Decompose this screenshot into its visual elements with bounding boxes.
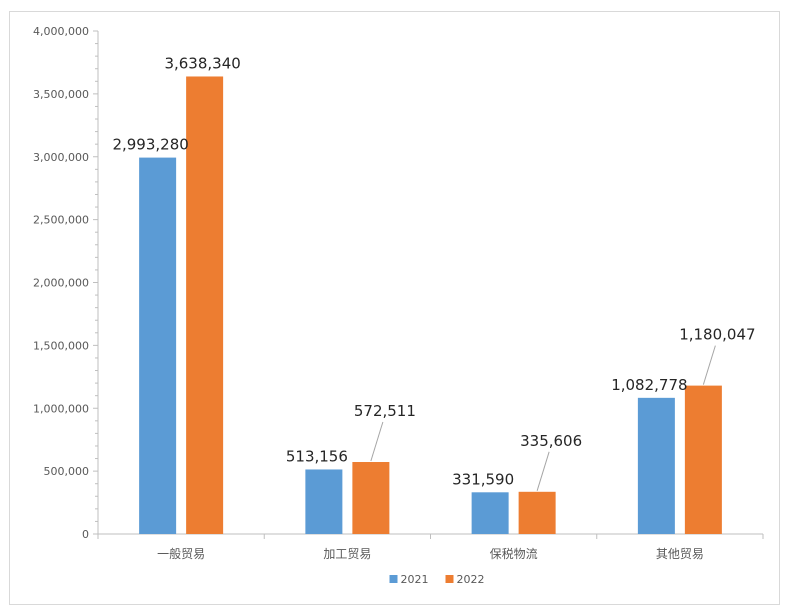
- data-label-leader: [370, 421, 384, 462]
- bar-2022[interactable]: [186, 76, 224, 534]
- bar-2021[interactable]: [305, 469, 343, 534]
- x-category-label: 加工贸易: [323, 547, 371, 561]
- data-label-2022: 335,606: [520, 432, 582, 450]
- x-category-label: 保税物流: [490, 547, 538, 561]
- data-label-2022: 572,511: [354, 402, 416, 420]
- data-label-2021: 1,082,778: [611, 376, 687, 394]
- y-tick-label: 500,000: [44, 465, 90, 478]
- y-tick-label: 3,000,000: [33, 151, 89, 164]
- data-labels: 2,993,280 3,638,340 513,156 572,511 331,590 3…: [112, 54, 756, 491]
- legend-swatch-2021: [389, 575, 398, 583]
- data-label-2021: 2,993,280: [112, 136, 188, 154]
- bar-2022[interactable]: [518, 491, 556, 534]
- data-label-2021: 513,156: [286, 447, 348, 465]
- y-tick-label: 4,000,000: [33, 25, 89, 38]
- legend-label-2022: 2022: [457, 573, 485, 586]
- y-tick-label: 1,000,000: [33, 402, 89, 415]
- x-category-label: 一般贸易: [157, 546, 205, 561]
- bar-2021[interactable]: [139, 157, 177, 535]
- data-label-2021: 331,590: [452, 470, 514, 488]
- bar-2021[interactable]: [637, 397, 675, 534]
- x-category-label: 其他贸易: [656, 547, 704, 561]
- y-tick-label: 3,500,000: [33, 88, 89, 101]
- y-tick-label: 1,500,000: [33, 339, 89, 352]
- data-label-leader: [702, 345, 716, 385]
- bar-chart: 0 500,000 1,000,000 1,500,000 2,000,000 2,500…: [33, 25, 764, 586]
- y-tick-label: 2,000,000: [33, 277, 89, 290]
- data-label-2022: 3,638,340: [164, 54, 240, 72]
- y-tick-label: 2,500,000: [33, 214, 89, 227]
- bar-2021[interactable]: [471, 492, 509, 534]
- chart-frame: 0 500,000 1,000,000 1,500,000 2,000,000 2,500…: [9, 11, 780, 605]
- legend-label-2021: 2021: [401, 573, 429, 586]
- data-label-2022: 1,180,047: [679, 326, 755, 344]
- axes: 0 500,000 1,000,000 1,500,000 2,000,000 2,500…: [33, 25, 764, 561]
- data-label-leader: [536, 451, 550, 491]
- legend: 2021 2022: [389, 573, 485, 586]
- bar-2022[interactable]: [352, 462, 390, 534]
- bars: [139, 76, 722, 535]
- legend-swatch-2022: [445, 575, 454, 583]
- y-tick-label: 0: [82, 528, 89, 541]
- bar-2022[interactable]: [684, 385, 722, 534]
